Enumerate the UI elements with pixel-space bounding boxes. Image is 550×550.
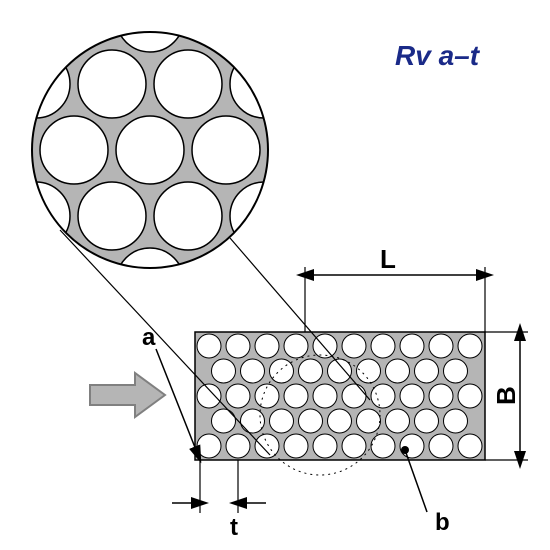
dim-L-label: L xyxy=(380,244,396,274)
dim-t-label: t xyxy=(230,514,238,541)
dim-a-label: a xyxy=(142,324,156,351)
dim-b-label: b xyxy=(435,509,450,536)
dim-B-label: B xyxy=(491,386,521,405)
diagram-title: Rv a–t xyxy=(395,40,481,71)
